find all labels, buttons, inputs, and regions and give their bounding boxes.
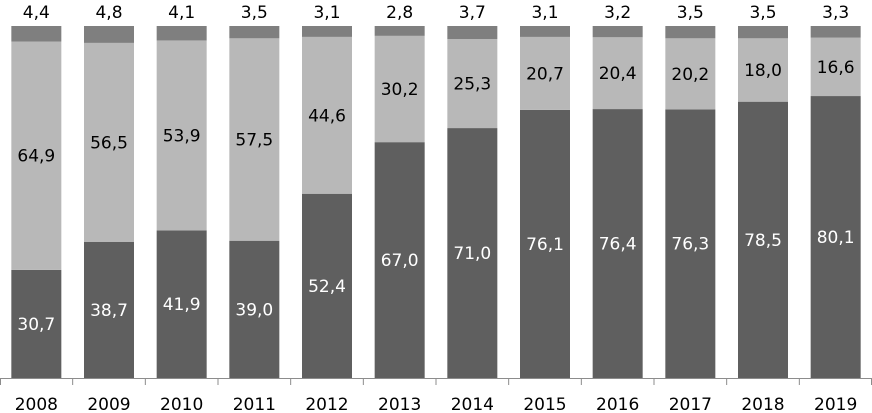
bar-segment [156, 230, 207, 378]
data-label: 57,5 [235, 131, 273, 151]
bar-segment [11, 41, 62, 270]
data-label: 76,1 [526, 235, 564, 255]
x-tick-label: 2011 [233, 395, 276, 413]
data-label: 3,5 [241, 3, 268, 23]
data-label: 3,1 [531, 3, 558, 23]
bar-segment [665, 26, 716, 39]
data-label: 2,8 [386, 3, 413, 23]
bar-segment [156, 40, 207, 231]
bar-segment [592, 37, 643, 110]
bar-segment [738, 101, 788, 379]
data-label: 20,7 [526, 64, 564, 84]
bar-segment [447, 128, 498, 378]
x-tick-label: 2013 [378, 395, 421, 413]
data-label: 76,3 [671, 235, 709, 255]
data-label: 3,5 [677, 3, 704, 23]
data-label: 80,1 [817, 228, 855, 248]
data-label: 44,6 [308, 106, 346, 126]
data-label: 52,4 [308, 277, 346, 297]
data-label: 25,3 [453, 75, 491, 95]
bar-segment [665, 38, 716, 110]
data-label: 4,1 [168, 3, 195, 23]
x-tick-label: 2019 [814, 395, 857, 413]
data-label: 39,0 [235, 300, 273, 320]
bar-segment [84, 26, 134, 43]
data-label: 30,7 [17, 315, 55, 335]
bar-segment [665, 109, 716, 378]
bar-segment [520, 36, 570, 110]
bar-segment [520, 26, 570, 37]
bar-segment [374, 26, 425, 36]
data-label: 4,4 [23, 3, 50, 23]
bar-segment [592, 26, 643, 38]
data-label: 4,8 [95, 3, 122, 23]
data-label: 30,2 [381, 80, 419, 100]
x-tick-label: 2014 [451, 395, 494, 413]
data-labels-group: 30,7 64,9 4,4 38,7 56,5 4,8 41,9 53,9 4,1 39,0 57,… [17, 3, 854, 335]
bar-segment [84, 42, 134, 242]
bar-segment [229, 38, 280, 241]
data-label: 67,0 [381, 251, 419, 271]
x-axis: 2008 2009 2010 2011 2012 2013 2014 2015 2016 2017… [0, 378, 872, 413]
data-label: 3,2 [604, 3, 631, 23]
bar-segment [302, 26, 352, 37]
data-label: 3,1 [313, 3, 340, 23]
x-tick-label: 2015 [523, 395, 566, 413]
data-label: 38,7 [90, 301, 128, 321]
bar-segment [229, 240, 280, 378]
bar-segment [447, 26, 498, 40]
bar-segment [810, 96, 861, 378]
x-tick-label: 2009 [87, 395, 130, 413]
bar-segment [447, 39, 498, 129]
x-tick-label: 2010 [160, 395, 203, 413]
data-label: 3,3 [822, 3, 849, 23]
data-label: 16,6 [817, 58, 855, 78]
bar-segment [156, 26, 207, 41]
x-tick-label: 2018 [741, 395, 784, 413]
data-label: 20,4 [599, 64, 637, 84]
x-tick-label: 2017 [669, 395, 712, 413]
bar-segment [374, 142, 425, 378]
x-tick-label: 2016 [596, 395, 639, 413]
bar-segment [302, 36, 352, 194]
bar-segment [738, 38, 788, 102]
bars-group [11, 26, 861, 379]
bar-segment [520, 109, 570, 378]
bar-segment [810, 26, 861, 38]
data-label: 76,4 [599, 235, 637, 255]
data-label: 3,5 [749, 3, 776, 23]
x-tick-label: 2008 [15, 395, 58, 413]
data-label: 53,9 [163, 126, 201, 146]
bar-segment [11, 269, 62, 378]
bar-segment [84, 241, 134, 378]
bar-segment [302, 193, 352, 378]
data-label: 3,7 [459, 3, 486, 23]
data-label: 20,2 [671, 65, 709, 85]
data-label: 78,5 [744, 231, 782, 251]
data-label: 56,5 [90, 133, 128, 153]
x-tick-label: 2012 [305, 395, 348, 413]
data-label: 41,9 [163, 295, 201, 315]
data-label: 18,0 [744, 61, 782, 81]
data-label: 71,0 [453, 244, 491, 264]
bar-segment [738, 26, 788, 39]
bar-segment [374, 35, 425, 143]
bar-segment [11, 26, 62, 42]
bar-segment [229, 26, 280, 39]
bar-segment [810, 37, 861, 97]
data-label: 64,9 [17, 147, 55, 167]
bar-segment [592, 109, 643, 379]
